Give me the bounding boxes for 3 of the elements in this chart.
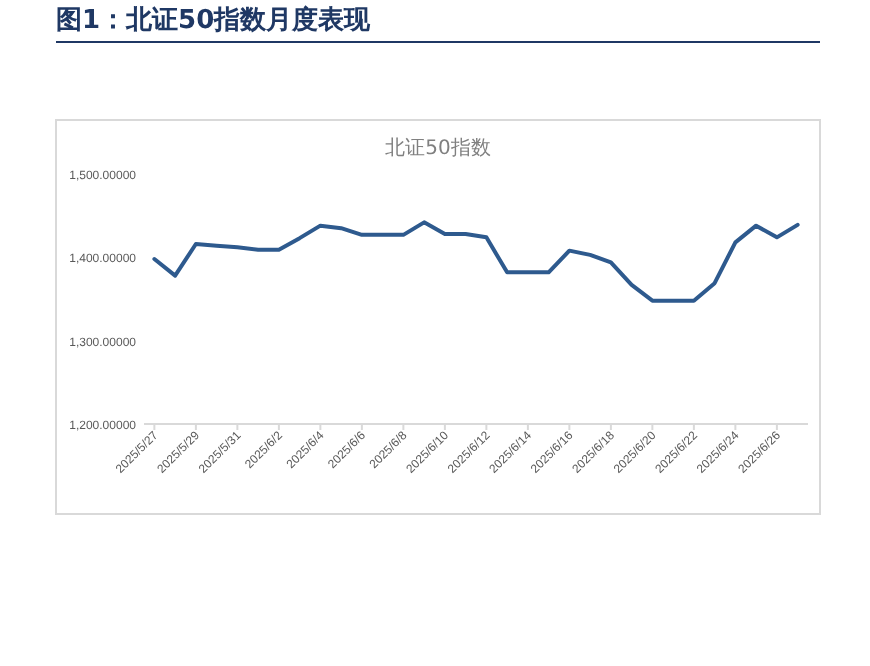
line-series	[152, 220, 800, 303]
chart-subtitle: 北证50指数	[385, 136, 491, 160]
chart-title: 图1：北证50指数月度表现	[56, 4, 373, 36]
